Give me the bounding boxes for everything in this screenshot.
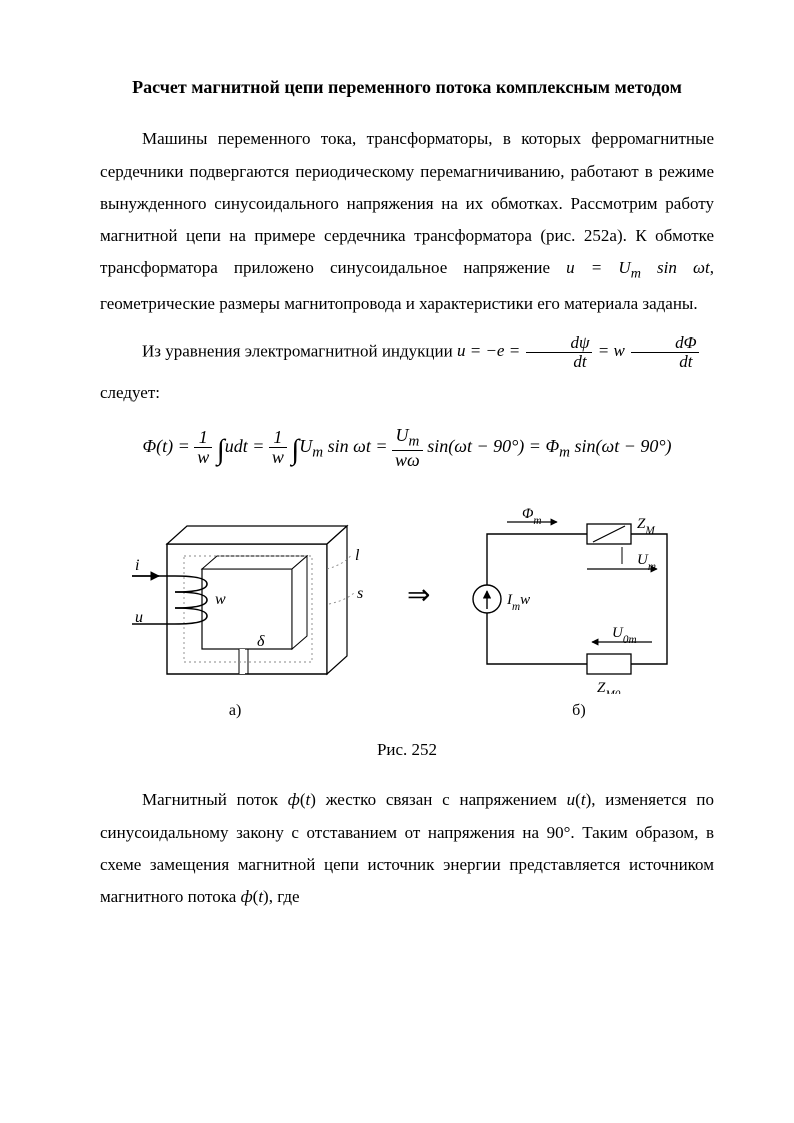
figure-sublabels: а) б) [100,696,714,726]
figure-252: δ l s i u w ⇒ [100,494,714,726]
u-label: u [135,609,143,626]
figure-right-circuit: Imw ZM Φm Um ZM0 U0m [473,506,667,694]
implies-arrow: ⇒ [407,580,430,611]
para1-text1: Машины переменного тока, трансформаторы,… [100,129,714,277]
zm0-label: ZM0 [597,680,621,694]
equation-block-1: Φ(t) = 1 w ∫udt = 1 w ∫Um sin ωt = Um wω… [100,423,714,478]
paragraph-2: Из уравнения электромагнитной индукции u… [100,334,714,371]
u0m-label: U0m [612,625,637,646]
source-label: Imw [506,592,530,613]
para2-text1: Из уравнения электромагнитной индукции [142,341,457,360]
w-label: w [215,591,226,608]
phi-label: Φm [522,506,542,527]
figure-svg: δ l s i u w ⇒ [117,494,697,694]
figure-left-core: δ l s i u w [132,526,363,674]
l-label: l [355,547,360,564]
s-label: s [357,585,363,602]
delta-label: δ [257,633,265,650]
paragraph-3: Магнитный поток ф(t) жестко связан с нап… [100,784,714,913]
inline-equation-1: u = Um sin ωt [566,258,710,277]
um-label: Um [637,552,656,573]
paragraph-1: Машины переменного тока, трансформаторы,… [100,123,714,320]
i-label: i [135,557,139,574]
para2-followup: следует: [100,377,714,409]
sublabel-a: а) [100,696,370,726]
sublabel-b: б) [444,696,714,726]
figure-caption: Рис. 252 [100,734,714,766]
page-title: Расчет магнитной цепи переменного потока… [100,75,714,99]
inline-equation-2: u = −e = dψ dt = w dΦ dt [457,341,701,360]
